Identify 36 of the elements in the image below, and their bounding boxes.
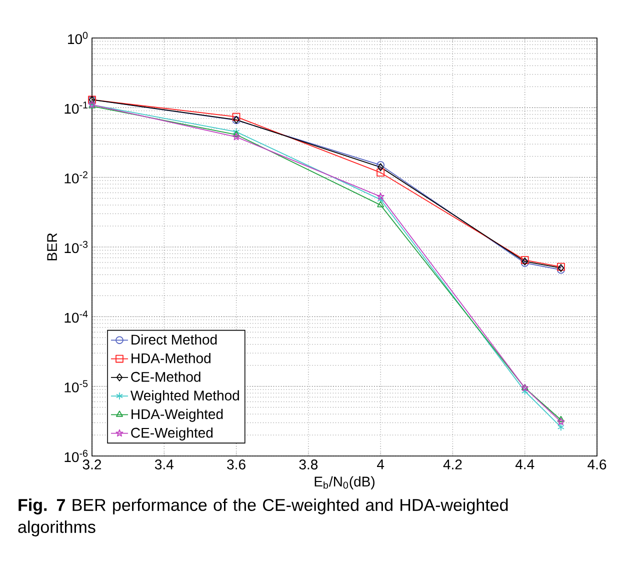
text: Fig. 7 BER performance of the CE-weighted and HDA-weighted algorithms	[18, 498, 508, 536]
point	[232, 112, 240, 121]
y-axis-title: BER	[47, 233, 57, 260]
y-tick-label: 10$^{-1}$	[64, 102, 88, 114]
legend-label: Weighted Method	[130, 390, 239, 404]
point	[376, 192, 384, 200]
point	[377, 196, 384, 204]
x-tick-label: 4	[377, 460, 384, 470]
point	[232, 128, 240, 136]
legend-label: Direct Method	[132, 334, 217, 345]
y-tick-label: 10$^{-2}$	[64, 171, 88, 184]
x-tick-label: 4.2	[443, 460, 462, 470]
point	[557, 423, 564, 432]
legend-label: HDA-Method	[132, 352, 210, 364]
y-tick-label: 10$^{-4}$	[64, 310, 88, 323]
x-tick-label: 3.6	[227, 460, 246, 470]
legend-label: HDA-Weighted	[132, 408, 223, 422]
point	[378, 163, 384, 172]
point	[521, 387, 528, 396]
point	[557, 416, 564, 422]
x-tick-label: 4.4	[515, 460, 534, 470]
x-tick-label: 3.8	[299, 460, 318, 470]
legend-label: CE-Method	[131, 372, 200, 382]
y-tick-label: 10$^{0}$	[68, 32, 88, 44]
point	[557, 418, 565, 426]
legend-label: CE-Weighted	[131, 427, 213, 440]
x-tick-label: 3.2	[82, 460, 102, 470]
x-tick-label: 3.4	[154, 460, 174, 470]
y-tick-label: 10$^{-5}$	[64, 380, 88, 392]
point	[376, 168, 385, 177]
x-axis-title: E$_{b}$/N$_{0}$(dB)	[314, 476, 374, 490]
x-tick-label: 4.6	[588, 460, 606, 470]
y-tick-label: 10$^{-3}$	[64, 240, 88, 254]
point	[232, 133, 240, 140]
point	[232, 130, 240, 137]
point	[377, 201, 384, 208]
